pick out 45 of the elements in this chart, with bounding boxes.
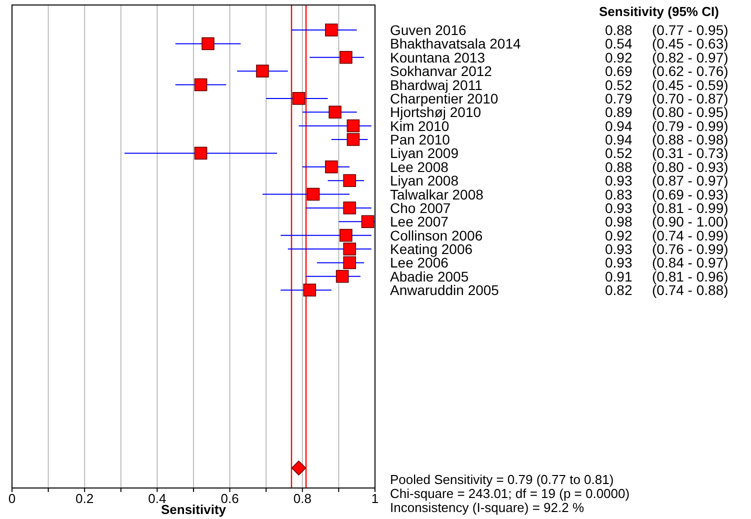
y-tick-label: Hjortshøj 2010 xyxy=(390,104,482,120)
y-tick-label: Abadie 2005 xyxy=(390,268,469,284)
y-tick-label: Lee 2007 xyxy=(390,214,449,230)
point xyxy=(346,133,360,146)
y-tick-label: Guven 2016 xyxy=(390,22,466,38)
x-tick-label: 0.2 xyxy=(76,491,94,506)
point xyxy=(361,215,374,228)
x-tick-label: 0 xyxy=(8,491,16,506)
y-tick-label: Sokhanvar 2012 xyxy=(390,63,492,80)
point xyxy=(343,256,356,270)
x-tick-label: 1 xyxy=(371,491,379,506)
point xyxy=(256,64,269,78)
y-tick-label: Pan 2010 xyxy=(390,132,450,148)
y-tick-label: Anwaruddin 2005 xyxy=(390,282,500,298)
y-tick-label: Keating 2006 xyxy=(390,241,473,257)
point xyxy=(292,92,306,105)
x-tick-label: 0.8 xyxy=(293,491,312,506)
text: Pooled Sensitivity = 0.79 (0.77 to 0.81) xyxy=(390,472,614,487)
point xyxy=(303,284,316,296)
y-tick-label: Liyan 2009 xyxy=(390,145,459,162)
point xyxy=(343,202,356,214)
point xyxy=(325,160,338,174)
point xyxy=(340,50,352,64)
point xyxy=(202,37,214,50)
text: Inconsistency (I-square) = 92.2 % xyxy=(390,500,584,515)
y-tick-label: Bhardwaj 2011 xyxy=(390,76,483,93)
point xyxy=(306,188,320,201)
point xyxy=(325,24,338,36)
legend-title: Sensitivity (95% CI) xyxy=(599,4,719,19)
point xyxy=(343,242,356,256)
point xyxy=(336,270,349,283)
y-tick-label: Collinson 2006 xyxy=(390,227,483,244)
y-tick-label: Kountana 2013 xyxy=(390,49,486,66)
point xyxy=(346,119,360,132)
point xyxy=(291,460,306,476)
point xyxy=(343,174,356,187)
point xyxy=(194,146,208,160)
text: 0.88 (0.77 - 0.95) xyxy=(605,22,728,38)
y-tick-label: Liyan 2008 xyxy=(390,172,459,189)
y-tick-label: Cho 2007 xyxy=(390,200,451,216)
point xyxy=(194,78,208,92)
y-tick-label: Bhakthavatsala 2014 xyxy=(390,36,521,52)
text: Chi-square = 243.01; df = 19 (p = 0.0000) xyxy=(390,486,630,501)
point xyxy=(340,228,352,242)
point xyxy=(328,106,342,119)
